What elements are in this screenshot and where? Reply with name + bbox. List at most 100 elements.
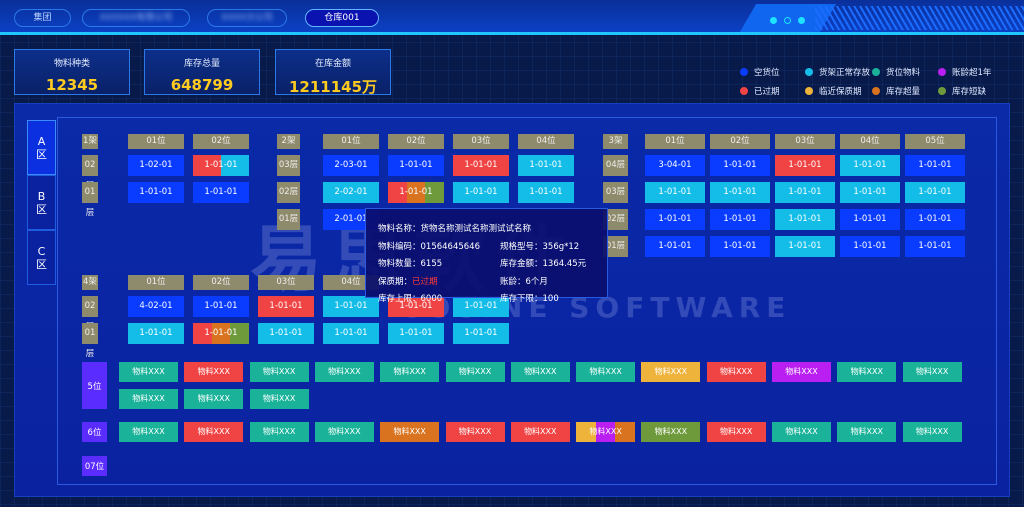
- material-item[interactable]: 物料XXX: [902, 362, 962, 382]
- tab-company[interactable]: XXXXXX有限公司: [82, 9, 190, 27]
- tab-branch-label: XXXX分公司: [221, 13, 273, 23]
- material-item[interactable]: 物料XXX: [445, 422, 505, 442]
- storage-cell[interactable]: 1-01-01: [128, 323, 184, 344]
- tab-group[interactable]: 集团: [14, 9, 71, 27]
- material-item[interactable]: 物料XXX: [510, 362, 570, 382]
- material-item[interactable]: 物料XXX: [184, 362, 244, 382]
- storage-cell[interactable]: 1-01-01: [905, 182, 965, 203]
- legend-label: 临近保质期: [819, 87, 862, 97]
- status-fill: [184, 422, 244, 442]
- material-item[interactable]: 物料XXX: [380, 422, 440, 442]
- material-item[interactable]: 物料XXX: [706, 362, 766, 382]
- status-fill: [128, 155, 184, 176]
- material-item[interactable]: 物料XXX: [510, 422, 570, 442]
- storage-cell[interactable]: 1-01-01: [128, 182, 184, 203]
- storage-cell[interactable]: 1-01-01: [453, 155, 509, 176]
- storage-cell[interactable]: 1-01-01: [840, 209, 900, 230]
- storage-cell[interactable]: 1-01-01: [710, 236, 770, 257]
- storage-cell[interactable]: 1-01-01: [905, 236, 965, 257]
- spacer: [107, 155, 119, 176]
- material-item[interactable]: 物料XXX: [249, 389, 309, 409]
- storage-cell[interactable]: 1-01-01: [775, 209, 835, 230]
- storage-cell[interactable]: 1-01-01: [518, 182, 574, 203]
- cell-code: 1-01-01: [464, 301, 498, 311]
- material-item[interactable]: 物料XXX: [837, 362, 897, 382]
- position-header: 02位: [193, 275, 249, 290]
- storage-cell[interactable]: 1-01-01: [193, 323, 249, 344]
- storage-cell[interactable]: 1-01-01: [323, 296, 379, 317]
- storage-cell[interactable]: 1-01-01: [453, 296, 509, 317]
- material-item[interactable]: 物料XXX: [576, 362, 636, 382]
- storage-cell[interactable]: 1-01-01: [775, 155, 835, 176]
- material-label: 物料XXX: [915, 367, 949, 376]
- legend-label: 空货位: [754, 68, 780, 78]
- material-item[interactable]: 物料XXX: [576, 422, 636, 442]
- material-item[interactable]: 物料XXX: [184, 389, 244, 409]
- material-item[interactable]: 物料XXX: [314, 362, 374, 382]
- stat-label: 库存总量: [183, 59, 220, 69]
- storage-cell[interactable]: 1-01-01: [645, 209, 705, 230]
- storage-cell[interactable]: 3-04-01: [645, 155, 705, 176]
- material-item[interactable]: 物料XXX: [902, 422, 962, 442]
- material-item[interactable]: 物料XXX: [119, 362, 178, 382]
- material-item[interactable]: 物料XXX: [837, 422, 897, 442]
- storage-cell[interactable]: 1-01-01: [710, 182, 770, 203]
- material-item[interactable]: 物料XXX: [445, 362, 505, 382]
- storage-cell[interactable]: 1-01-01: [388, 155, 444, 176]
- material-item[interactable]: 物料XXX: [314, 422, 374, 442]
- material-item[interactable]: 物料XXX: [249, 362, 309, 382]
- material-item[interactable]: 物料XXX: [249, 422, 309, 442]
- storage-cell[interactable]: 1-01-01: [193, 296, 249, 317]
- storage-cell[interactable]: 2-02-01: [323, 182, 379, 203]
- storage-cell[interactable]: 1-01-01: [388, 323, 444, 344]
- indicator-ring-icon: [784, 17, 791, 24]
- material-item[interactable]: 物料XXX: [380, 362, 440, 382]
- storage-cell[interactable]: 2-03-01: [323, 155, 379, 176]
- storage-cell[interactable]: 1-01-01: [905, 155, 965, 176]
- material-item[interactable]: 物料XXX: [706, 422, 766, 442]
- storage-cell[interactable]: 1-01-01: [710, 209, 770, 230]
- storage-cell[interactable]: 1-01-01: [258, 296, 314, 317]
- material-item[interactable]: 物料XXX: [641, 362, 701, 382]
- storage-cell[interactable]: 1-01-01: [453, 182, 509, 203]
- storage-cell[interactable]: 1-01-01: [193, 182, 249, 203]
- storage-cell[interactable]: 1-01-01: [388, 182, 444, 203]
- storage-cell[interactable]: 1-01-01: [323, 323, 379, 344]
- storage-cell[interactable]: 1-01-01: [775, 236, 835, 257]
- legend-item: 货位物料: [872, 66, 938, 78]
- status-fill: [221, 155, 249, 176]
- storage-cell[interactable]: 1-01-01: [710, 155, 770, 176]
- storage-cell[interactable]: 1-01-01: [258, 323, 314, 344]
- rack-r3: 3架 01位 02位 03位 04位 05位 04层 3-04-01 1-01-01 1-01-0…: [603, 134, 965, 257]
- storage-cell[interactable]: 4-02-01: [128, 296, 184, 317]
- storage-cell[interactable]: 1-01-01: [840, 236, 900, 257]
- storage-cell[interactable]: 1-01-01: [518, 155, 574, 176]
- material-item[interactable]: 物料XXX: [184, 422, 244, 442]
- storage-cell[interactable]: 1-01-01: [453, 323, 509, 344]
- storage-cell[interactable]: 1-01-01: [775, 182, 835, 203]
- storage-cell[interactable]: 1-01-01: [645, 182, 705, 203]
- material-item[interactable]: 物料XXX: [119, 422, 178, 442]
- indicator-dot-icon: [770, 17, 777, 24]
- material-item[interactable]: 物料XXX: [772, 362, 831, 382]
- storage-cell[interactable]: 1-01-01: [905, 209, 965, 230]
- legend-label: 账龄超1年: [952, 68, 992, 78]
- status-fill: [840, 155, 900, 176]
- status-fill: [184, 362, 244, 382]
- storage-cell[interactable]: 1-02-01: [128, 155, 184, 176]
- cell-code: 1-01-01: [204, 187, 238, 197]
- storage-cell[interactable]: 1-01-01: [840, 155, 900, 176]
- material-item[interactable]: 物料XXX: [641, 422, 701, 442]
- material-item[interactable]: 物料XXX: [119, 389, 178, 409]
- material-item[interactable]: 物料XXX: [772, 422, 831, 442]
- storage-cell[interactable]: 1-01-01: [193, 155, 249, 176]
- storage-cell[interactable]: 1-01-01: [645, 236, 705, 257]
- storage-cell[interactable]: 1-01-01: [840, 182, 900, 203]
- status-fill: [184, 389, 244, 409]
- storage-cell[interactable]: 1-01-01: [388, 296, 444, 317]
- tab-warehouse[interactable]: 仓库001: [305, 9, 379, 27]
- tab-branch[interactable]: XXXX分公司: [207, 9, 287, 27]
